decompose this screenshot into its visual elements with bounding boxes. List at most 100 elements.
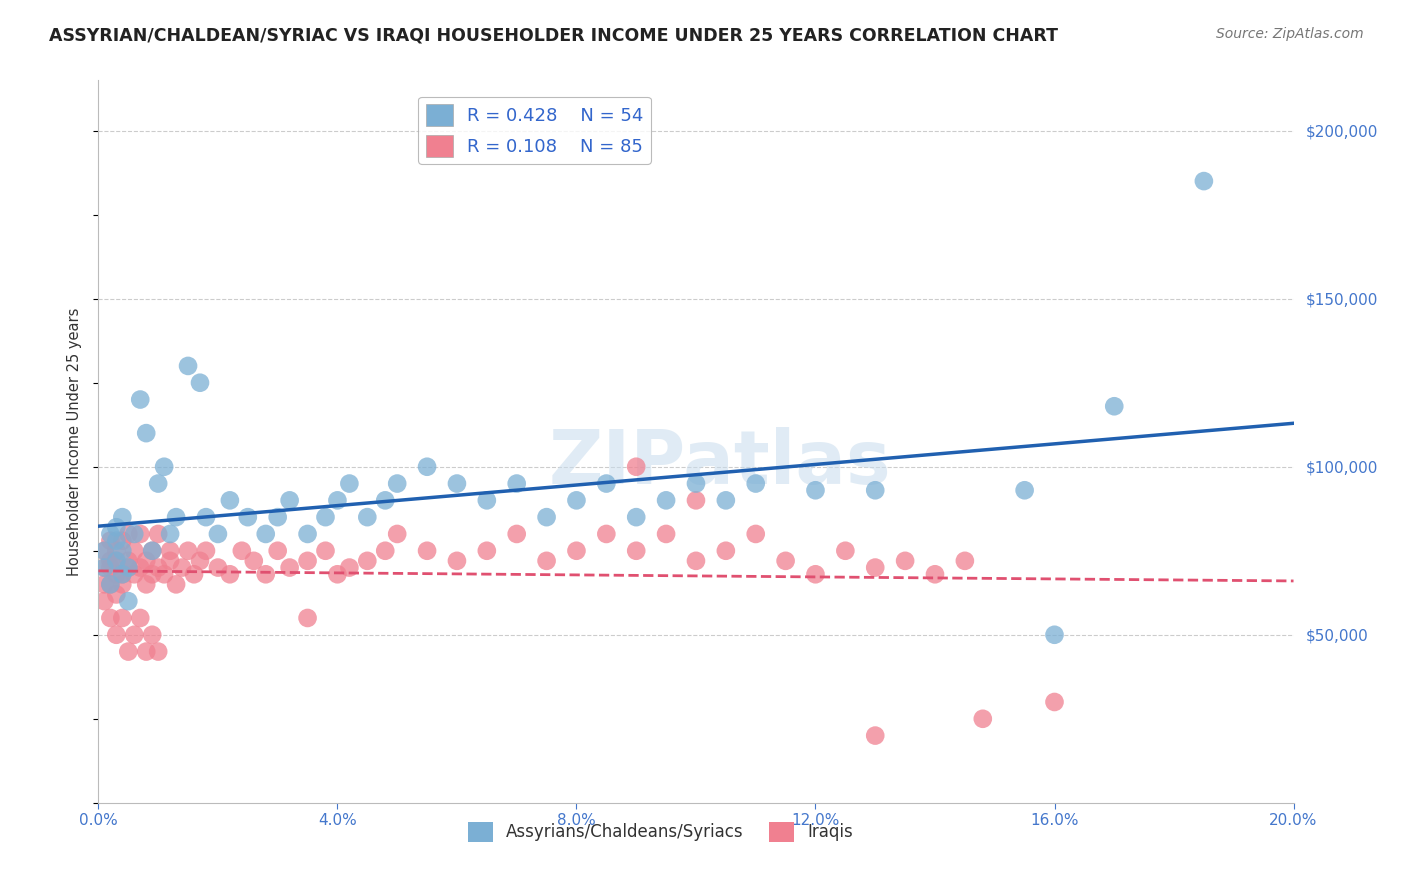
Point	[165, 510, 187, 524]
Point	[207, 527, 229, 541]
Point	[339, 476, 361, 491]
Point	[111, 533, 134, 548]
Point	[1014, 483, 1036, 498]
Legend: Assyrians/Chaldeans/Syriacs, Iraqis: Assyrians/Chaldeans/Syriacs, Iraqis	[461, 815, 859, 848]
Point	[685, 554, 707, 568]
Point	[177, 359, 200, 373]
Point	[506, 527, 529, 541]
Point	[105, 587, 128, 601]
Point	[124, 543, 146, 558]
Point	[117, 527, 139, 541]
Point	[626, 543, 648, 558]
Point	[416, 459, 439, 474]
Point	[117, 644, 139, 658]
Point	[326, 567, 349, 582]
Point	[93, 543, 115, 558]
Point	[98, 577, 122, 591]
Point	[129, 611, 152, 625]
Point	[124, 567, 146, 582]
Point	[117, 560, 139, 574]
Point	[297, 611, 319, 625]
Point	[98, 560, 122, 574]
Point	[626, 510, 648, 524]
Point	[148, 527, 170, 541]
Point	[745, 527, 768, 541]
Point	[105, 520, 128, 534]
Point	[188, 554, 211, 568]
Point	[565, 493, 588, 508]
Point	[183, 567, 205, 582]
Point	[124, 527, 146, 541]
Point	[105, 554, 128, 568]
Point	[98, 611, 122, 625]
Point	[111, 611, 134, 625]
Point	[278, 493, 301, 508]
Point	[446, 476, 468, 491]
Point	[141, 543, 163, 558]
Point	[111, 567, 134, 582]
Point	[188, 376, 211, 390]
Point	[297, 527, 319, 541]
Point	[655, 493, 678, 508]
Point	[924, 567, 946, 582]
Point	[105, 543, 128, 558]
Point	[148, 560, 170, 574]
Point	[111, 543, 134, 558]
Point	[595, 527, 617, 541]
Point	[297, 554, 319, 568]
Text: ASSYRIAN/CHALDEAN/SYRIAC VS IRAQI HOUSEHOLDER INCOME UNDER 25 YEARS CORRELATION : ASSYRIAN/CHALDEAN/SYRIAC VS IRAQI HOUSEH…	[49, 27, 1059, 45]
Point	[105, 533, 128, 548]
Point	[326, 493, 349, 508]
Point	[506, 476, 529, 491]
Point	[416, 543, 439, 558]
Point	[135, 554, 157, 568]
Point	[475, 493, 498, 508]
Point	[385, 527, 409, 541]
Point	[141, 543, 163, 558]
Point	[219, 567, 242, 582]
Point	[972, 712, 994, 726]
Point	[172, 560, 194, 574]
Point	[536, 554, 558, 568]
Text: ZIPatlas: ZIPatlas	[548, 426, 891, 500]
Point	[135, 426, 157, 441]
Point	[129, 527, 152, 541]
Point	[804, 483, 827, 498]
Point	[159, 527, 181, 541]
Point	[129, 560, 152, 574]
Point	[865, 560, 887, 574]
Point	[111, 567, 134, 582]
Point	[129, 392, 152, 407]
Point	[165, 577, 187, 591]
Point	[195, 510, 218, 524]
Point	[655, 527, 678, 541]
Point	[745, 476, 768, 491]
Point	[804, 567, 827, 582]
Point	[93, 577, 115, 591]
Point	[148, 644, 170, 658]
Point	[105, 554, 128, 568]
Point	[111, 577, 134, 591]
Point	[278, 560, 301, 574]
Point	[834, 543, 856, 558]
Point	[219, 493, 242, 508]
Point	[117, 554, 139, 568]
Point	[153, 459, 176, 474]
Point	[98, 527, 122, 541]
Point	[1104, 399, 1126, 413]
Point	[93, 560, 115, 574]
Point	[267, 510, 290, 524]
Point	[595, 476, 617, 491]
Point	[953, 554, 976, 568]
Point	[536, 510, 558, 524]
Point	[243, 554, 266, 568]
Point	[195, 543, 218, 558]
Point	[93, 594, 115, 608]
Point	[565, 543, 588, 558]
Point	[356, 554, 378, 568]
Point	[714, 493, 737, 508]
Point	[141, 567, 163, 582]
Point	[148, 476, 170, 491]
Point	[374, 493, 396, 508]
Point	[865, 483, 887, 498]
